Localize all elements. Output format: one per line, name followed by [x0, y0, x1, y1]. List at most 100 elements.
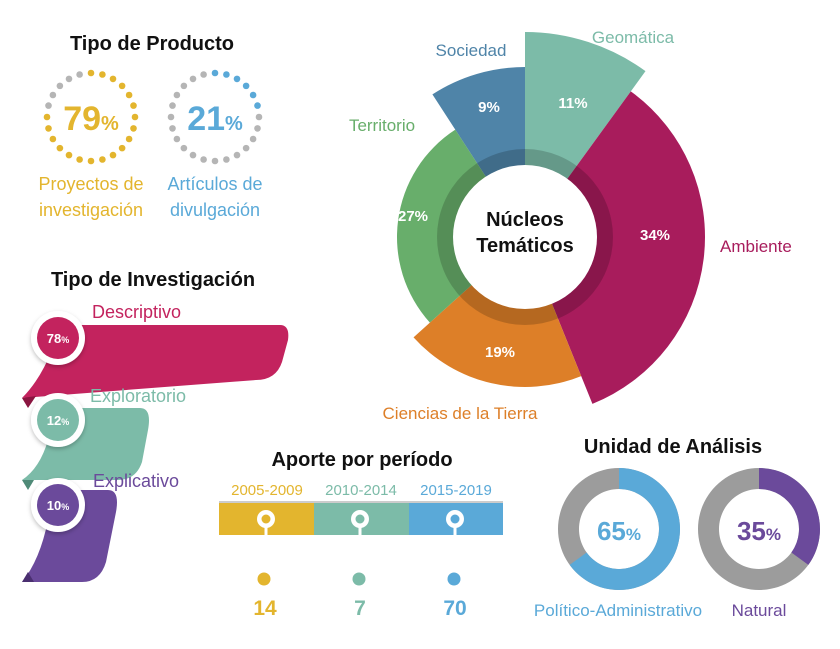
period-pin-3	[446, 510, 464, 539]
producto-ring-1-dot	[65, 151, 73, 159]
ribbon-exploratorio-fold	[22, 480, 34, 490]
producto-ring-1-dot	[49, 135, 57, 143]
producto-ring-1-dot	[76, 71, 83, 78]
nucleos-label-ciencias: Ciencias de la Tierra	[383, 404, 539, 423]
producto-ring-1-dot	[43, 113, 51, 121]
nucleos-label-territorio: Territorio	[349, 116, 415, 135]
producto-label-1b: investigación	[39, 200, 143, 220]
producto-ring-2-dot	[189, 75, 197, 83]
tipo-producto-title: Tipo de Producto	[70, 33, 234, 55]
unidad-label-politico: Político-Administrativo	[534, 601, 702, 620]
producto-label-2a: Artículos de	[167, 174, 262, 194]
producto-ring-2-dot	[180, 144, 188, 152]
producto-ring-1-dot	[87, 69, 95, 77]
unidad-title: Unidad de Análisis	[584, 436, 762, 458]
producto-ring-2-dot	[249, 135, 257, 143]
period-label-1: 2005-2009	[231, 482, 303, 499]
producto-ring-1-dot	[45, 102, 52, 109]
producto-ring-2-dot	[173, 135, 181, 143]
period-pin-2	[351, 510, 369, 539]
badge-exploratorio	[37, 399, 79, 441]
producto-ring-1-dot	[125, 135, 133, 143]
badge-explicativo	[37, 484, 79, 526]
nucleos-label-sociedad: Sociedad	[436, 41, 507, 60]
producto-ring-2-dot	[223, 71, 230, 78]
nucleos-value-ambiente: 34%	[640, 227, 670, 244]
producto-value-1: 79%	[63, 100, 119, 138]
producto-ring-2-dot	[254, 125, 261, 132]
badge-descriptivo	[37, 317, 79, 359]
explicativo-label: Explicativo	[93, 471, 179, 491]
ribbon-descriptivo	[22, 325, 289, 398]
exploratorio-label: Exploratorio	[90, 386, 186, 406]
producto-ring-2-dot	[173, 91, 181, 99]
unidad-section: Unidad de Análisis 65% 35% Político-Admi…	[534, 436, 820, 620]
descriptivo-label: Descriptivo	[92, 302, 181, 322]
producto-ring-2-dot	[169, 102, 176, 109]
nucleos-slice-geomatica	[525, 32, 646, 191]
period-label-2: 2010-2014	[325, 482, 397, 499]
nucleos-value-geomatica: 11%	[558, 95, 587, 112]
exploratorio-value: 12%	[47, 413, 69, 428]
nucleos-value-ciencias: 19%	[485, 344, 515, 361]
producto-ring-2-dot	[233, 151, 241, 159]
nucleos-center	[453, 165, 597, 309]
producto-label-1a: Proyectos de	[38, 174, 143, 194]
unidad-politico-fill	[569, 468, 680, 590]
nucleos-label-ambiente: Ambiente	[720, 237, 792, 256]
producto-ring-2-dot	[223, 156, 230, 163]
producto-ring-1-dot	[131, 113, 139, 121]
period-value-1: 14	[253, 597, 277, 620]
producto-ring-2-dot	[200, 71, 207, 78]
nucleos-center-line2: Temáticos	[476, 235, 573, 257]
producto-ring-2-dot	[242, 144, 250, 152]
nucleos-slice-sociedad	[432, 67, 525, 189]
unidad-donut-politico	[557, 468, 680, 590]
producto-ring-2-dot	[249, 91, 257, 99]
descriptivo-value: 78%	[47, 331, 69, 346]
period-pin-1	[257, 510, 275, 539]
explicativo-value: 10%	[47, 498, 69, 513]
aporte-title: Aporte por período	[271, 449, 452, 471]
producto-ring-1-dot	[130, 102, 137, 109]
unidad-label-natural: Natural	[732, 601, 787, 620]
producto-ring-1-dot	[99, 71, 106, 78]
producto-ring-1-dot	[109, 75, 117, 83]
producto-ring-1-dot	[49, 91, 57, 99]
period-dot-1	[257, 572, 271, 586]
producto-ring-2-dot	[200, 156, 207, 163]
producto-dot-ring-2	[167, 69, 263, 165]
nucleos-slice-ambiente	[546, 91, 706, 404]
producto-ring-1-dot	[130, 125, 137, 132]
nucleos-section: Núcleos Temáticos 9% 11% 34% 19% 27% Soc…	[349, 28, 792, 423]
producto-label-2b: divulgación	[170, 200, 260, 220]
producto-ring-1-dot	[109, 151, 117, 159]
unidad-natural-fill	[759, 468, 820, 565]
producto-ring-2-dot	[167, 113, 175, 121]
producto-dot-ring-1	[43, 69, 139, 165]
producto-ring-2-dot	[180, 82, 188, 90]
producto-ring-2-dot	[254, 102, 261, 109]
producto-ring-2-dot	[255, 113, 263, 121]
ribbon-explicativo	[22, 490, 117, 582]
producto-ring-1-dot	[118, 82, 126, 90]
producto-ring-1-dot	[125, 91, 133, 99]
producto-ring-2-dot	[211, 69, 219, 77]
period-dot-3	[447, 572, 461, 586]
producto-ring-1-dot	[56, 144, 64, 152]
nucleos-value-sociedad: 9%	[478, 99, 500, 116]
tipo-investigacion-title: Tipo de Investigación	[51, 269, 255, 291]
nucleos-value-territorio: 27%	[398, 208, 428, 225]
producto-ring-2-dot	[211, 157, 219, 165]
producto-ring-1-dot	[56, 82, 64, 90]
ribbon-explicativo-fold	[22, 572, 34, 582]
producto-ring-1-dot	[45, 125, 52, 132]
producto-ring-1-dot	[118, 144, 126, 152]
nucleos-label-geomatica: Geomática	[592, 28, 675, 47]
period-value-3: 70	[443, 597, 466, 620]
unidad-value-politico: 65%	[597, 516, 641, 546]
producto-ring-1-dot	[65, 75, 73, 83]
producto-ring-1-dot	[87, 157, 95, 165]
producto-ring-2-dot	[242, 82, 250, 90]
producto-ring-1-dot	[76, 156, 83, 163]
